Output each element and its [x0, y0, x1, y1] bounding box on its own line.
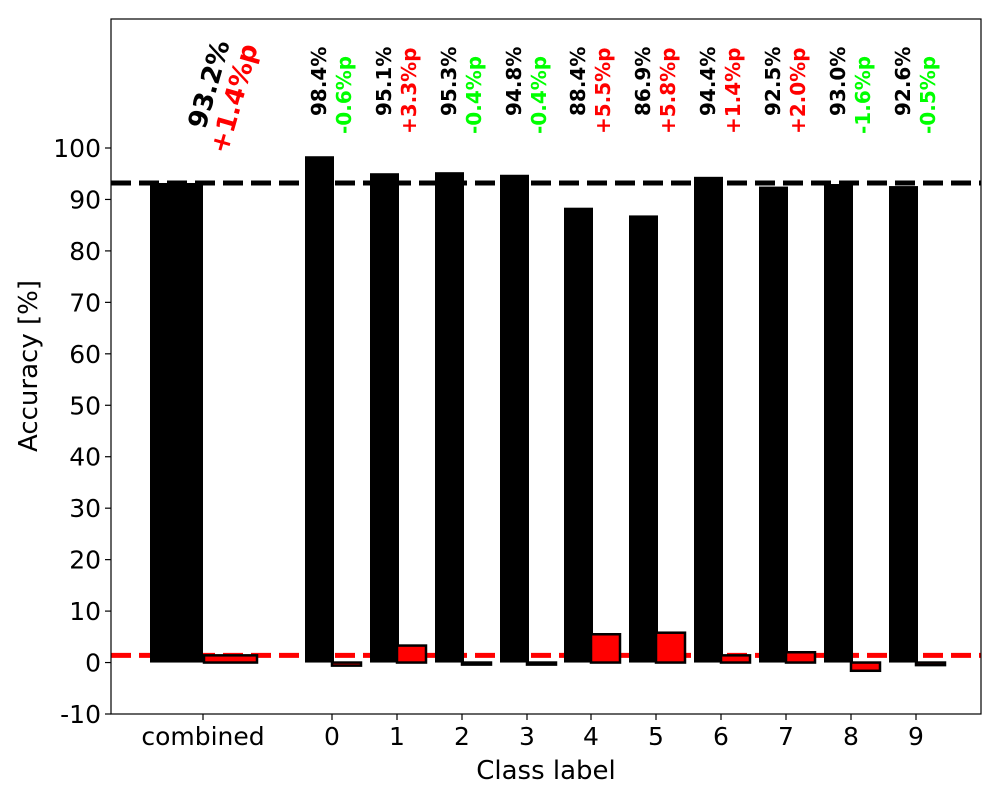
y-tick-label: 40 [69, 443, 101, 472]
difference-bar [460, 661, 493, 666]
accuracy-bar [889, 186, 918, 663]
accuracy-bar [824, 184, 853, 663]
difference-value-label: +5.8%p [656, 47, 680, 134]
x-tick-label: 3 [519, 722, 535, 751]
accuracy-bar [150, 182, 203, 663]
y-tick-label: -10 [60, 700, 101, 729]
difference-value-label: -1.6%p [851, 56, 875, 134]
accuracy-value-label: 92.6% [891, 47, 915, 116]
x-tick-label: 7 [778, 722, 794, 751]
y-axis-label: Accuracy [%] [14, 280, 44, 452]
difference-bar [849, 661, 882, 673]
y-tick-label: 30 [69, 494, 101, 523]
difference-value-label: -0.4%p [462, 56, 486, 134]
difference-value-label: -0.5%p [916, 56, 940, 134]
accuracy-value-label: 92.5% [761, 47, 785, 116]
accuracy-bar [305, 156, 334, 663]
difference-bar [719, 654, 752, 664]
accuracy-value-label: 93.0% [826, 47, 850, 116]
accuracy-bar [629, 215, 658, 663]
difference-bar [330, 661, 363, 667]
difference-value-label: -0.6%p [332, 56, 356, 134]
difference-value-label: +3.3%p [397, 47, 421, 134]
x-tick-label: 5 [648, 722, 664, 751]
y-tick-label: 10 [69, 597, 101, 626]
accuracy-value-label: 86.9% [631, 47, 655, 116]
x-tick-label: combined [141, 722, 264, 751]
y-tick-label: 100 [53, 134, 101, 163]
y-tick-label: 60 [69, 340, 101, 369]
difference-value-label: -0.4%p [527, 56, 551, 134]
y-tick-label: 0 [85, 649, 101, 678]
accuracy-value-label: 94.4% [696, 47, 720, 116]
x-tick-label: 0 [324, 722, 340, 751]
y-tick-label: 50 [69, 391, 101, 420]
difference-value-label: +2.0%p [786, 47, 810, 134]
difference-bar [914, 661, 947, 667]
y-tick-label: 20 [69, 546, 101, 575]
y-tick-label: 80 [69, 237, 101, 266]
accuracy-value-label: 98.4% [307, 47, 331, 116]
x-axis-label: Class label [476, 756, 616, 786]
x-tick-label: 2 [454, 722, 470, 751]
difference-bar [654, 631, 687, 664]
accuracy-value-label: 94.8% [502, 47, 526, 116]
accuracy-bar [564, 207, 593, 663]
accuracy-bar [500, 174, 529, 663]
accuracy-bar [759, 186, 788, 663]
difference-value-label: +5.5%p [591, 47, 615, 134]
accuracy-bar [694, 176, 723, 663]
accuracy-value-label: 95.1% [372, 47, 396, 116]
x-tick-label: 6 [713, 722, 729, 751]
y-tick-label: 90 [69, 185, 101, 214]
difference-value-label: +1.4%p [721, 47, 745, 134]
accuracy-bar [370, 173, 399, 663]
accuracy-bar [435, 172, 464, 663]
difference-bar [784, 651, 817, 664]
plot-frame [110, 18, 982, 715]
difference-bar [525, 661, 558, 666]
y-tick-label: 70 [69, 288, 101, 317]
accuracy-value-label: 95.3% [437, 47, 461, 116]
x-tick-label: 9 [908, 722, 924, 751]
difference-bar [395, 644, 428, 664]
x-tick-label: 8 [843, 722, 859, 751]
x-tick-label: 1 [389, 722, 405, 751]
difference-bar [589, 632, 622, 664]
accuracy-value-label: 88.4% [566, 47, 590, 116]
x-tick-label: 4 [583, 722, 599, 751]
difference-bar [202, 654, 259, 664]
